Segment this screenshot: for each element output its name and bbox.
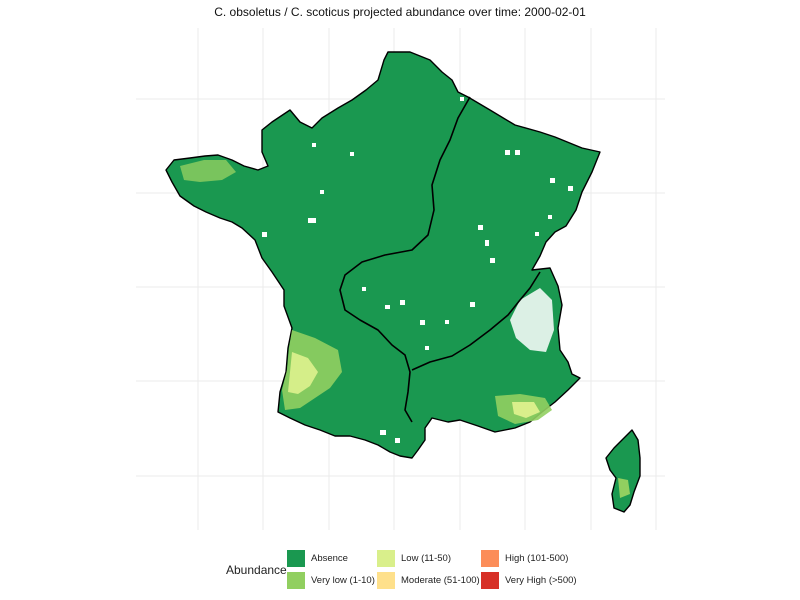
legend-swatch-very-high <box>481 571 499 589</box>
absent-data-cells <box>262 97 573 443</box>
legend-label: Moderate (51-100) <box>401 574 480 586</box>
legend-swatch-low <box>377 549 395 567</box>
legend-item-very-high: Very High (>500) <box>481 571 577 589</box>
legend-swatch-absence <box>287 549 305 567</box>
legend-swatch-moderate <box>377 571 395 589</box>
basin-boundary-south <box>411 271 541 371</box>
corsica-shape <box>605 429 641 513</box>
legend-label: Very low (1-10) <box>311 574 375 586</box>
legend-label: Absence <box>311 552 348 564</box>
legend-item-absence: Absence <box>287 549 348 567</box>
legend-item-very-low: Very low (1-10) <box>287 571 375 589</box>
legend-item-moderate: Moderate (51-100) <box>377 571 480 589</box>
low-abundance-zones <box>180 160 630 498</box>
brittany-zone <box>180 160 236 182</box>
basin-boundary-north <box>339 96 471 423</box>
legend-item-high: High (101-500) <box>481 549 568 567</box>
map-title: C. obsoletus / C. scoticus projected abu… <box>214 5 586 19</box>
legend: Abundance Absence Very low (1-10) Low (1… <box>226 547 596 593</box>
landes-zone-low <box>288 352 318 394</box>
legend-label: Very High (>500) <box>505 574 577 586</box>
legend-label: High (101-500) <box>505 552 569 564</box>
legend-swatch-very-low <box>287 571 305 589</box>
provence-zone-low <box>512 402 540 418</box>
corsica-low-zone <box>618 478 630 498</box>
legend-swatch-high <box>481 549 499 567</box>
legend-item-low: Low (11-50) <box>377 549 451 567</box>
alps-white-zone <box>510 288 554 352</box>
legend-title: Abundance <box>226 563 287 577</box>
legend-label: Low (11-50) <box>401 552 451 564</box>
